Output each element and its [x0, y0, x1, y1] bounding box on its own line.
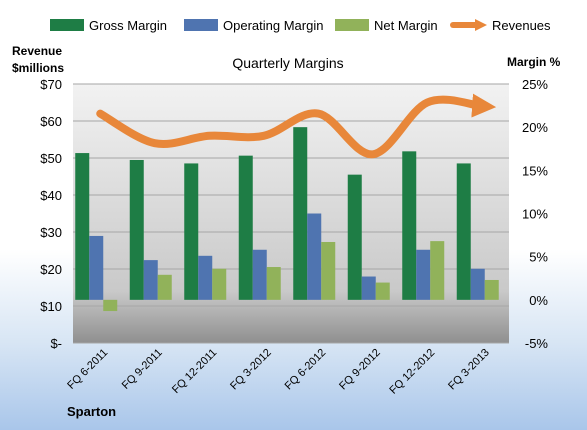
bar-gross-margin	[293, 127, 308, 300]
right-axis-label: Margin %	[507, 55, 561, 69]
x-tick-label: FQ 3-2012	[228, 347, 274, 393]
bar-operating-margin	[307, 213, 322, 300]
bar-operating-margin	[470, 268, 485, 300]
bar-gross-margin	[184, 163, 199, 300]
x-tick-label: FQ 6-2011	[65, 347, 110, 392]
bar-gross-margin	[402, 151, 417, 300]
right-tick-label: 5%	[529, 250, 548, 265]
bar-operating-margin	[361, 276, 376, 300]
right-tick-label: 10%	[522, 207, 548, 222]
legend-label: Net Margin	[374, 18, 438, 33]
x-tick-label: FQ 9-2011	[120, 347, 165, 392]
bar-gross-margin	[456, 163, 471, 300]
bar-net-margin	[266, 267, 281, 300]
right-tick-label: 25%	[522, 77, 548, 92]
bar-net-margin	[212, 268, 227, 300]
left-tick-label: $30	[40, 225, 62, 240]
legend-swatch-operating-margin	[184, 19, 218, 31]
plot-area	[73, 84, 509, 343]
x-tick-label: FQ 12-2011	[170, 347, 219, 396]
bar-net-margin	[375, 282, 390, 300]
left-tick-label: $20	[40, 262, 62, 277]
company-label: Sparton	[67, 404, 116, 419]
legend: Gross Margin Operating Margin Net Margin Re…	[50, 18, 551, 33]
left-tick-label: $40	[40, 188, 62, 203]
bar-net-margin	[157, 274, 172, 300]
legend-swatch-net-margin	[335, 19, 369, 31]
legend-label: Operating Margin	[223, 18, 323, 33]
bar-net-margin	[321, 241, 336, 300]
left-tick-label: $60	[40, 114, 62, 129]
bars-group	[75, 127, 499, 312]
right-tick-label: 20%	[522, 120, 548, 135]
bar-gross-margin	[129, 159, 144, 300]
bar-net-margin	[484, 279, 499, 300]
chart-title: Quarterly Margins	[232, 55, 343, 71]
bar-operating-margin	[198, 255, 213, 300]
right-tick-label: 0%	[529, 293, 548, 308]
x-tick-label: FQ 12-2012	[387, 347, 437, 397]
bar-operating-margin	[416, 249, 431, 300]
left-tick-label: $10	[40, 299, 62, 314]
bar-gross-margin	[75, 153, 90, 300]
bar-operating-margin	[143, 260, 158, 300]
x-axis-ticks: FQ 6-2011 FQ 9-2011 FQ 12-2011 FQ 3-2012 FQ …	[65, 347, 492, 397]
bar-net-margin	[430, 241, 445, 300]
bar-gross-margin	[347, 174, 362, 300]
x-tick-label: FQ 6-2012	[283, 347, 329, 393]
left-axis-label-line2: $millions	[12, 61, 64, 75]
left-tick-label: $70	[40, 77, 62, 92]
revenue-line-group	[96, 93, 497, 159]
left-axis-ticks: $- $10 $20 $30 $40 $50 $60 $70	[40, 77, 62, 351]
bar-operating-margin	[89, 235, 104, 300]
legend-label: Gross Margin	[89, 18, 167, 33]
left-tick-label: $50	[40, 151, 62, 166]
revenue-line	[96, 93, 497, 159]
right-tick-label: 15%	[522, 163, 548, 178]
bar-operating-margin	[252, 249, 267, 300]
left-tick-label: $-	[50, 336, 62, 351]
left-axis-label-line1: Revenue	[12, 44, 62, 58]
legend-swatch-gross-margin	[50, 19, 84, 31]
right-tick-label: -5%	[525, 336, 549, 351]
bar-net-margin	[103, 299, 118, 312]
right-axis-ticks: -5% 0% 5% 10% 15% 20% 25%	[522, 77, 548, 351]
bar-gross-margin	[238, 155, 253, 300]
x-tick-label: FQ 3-2013	[446, 347, 492, 393]
x-tick-label: FQ 9-2012	[337, 347, 383, 393]
legend-label: Revenues	[492, 18, 551, 33]
legend-arrow-icon	[475, 19, 487, 31]
